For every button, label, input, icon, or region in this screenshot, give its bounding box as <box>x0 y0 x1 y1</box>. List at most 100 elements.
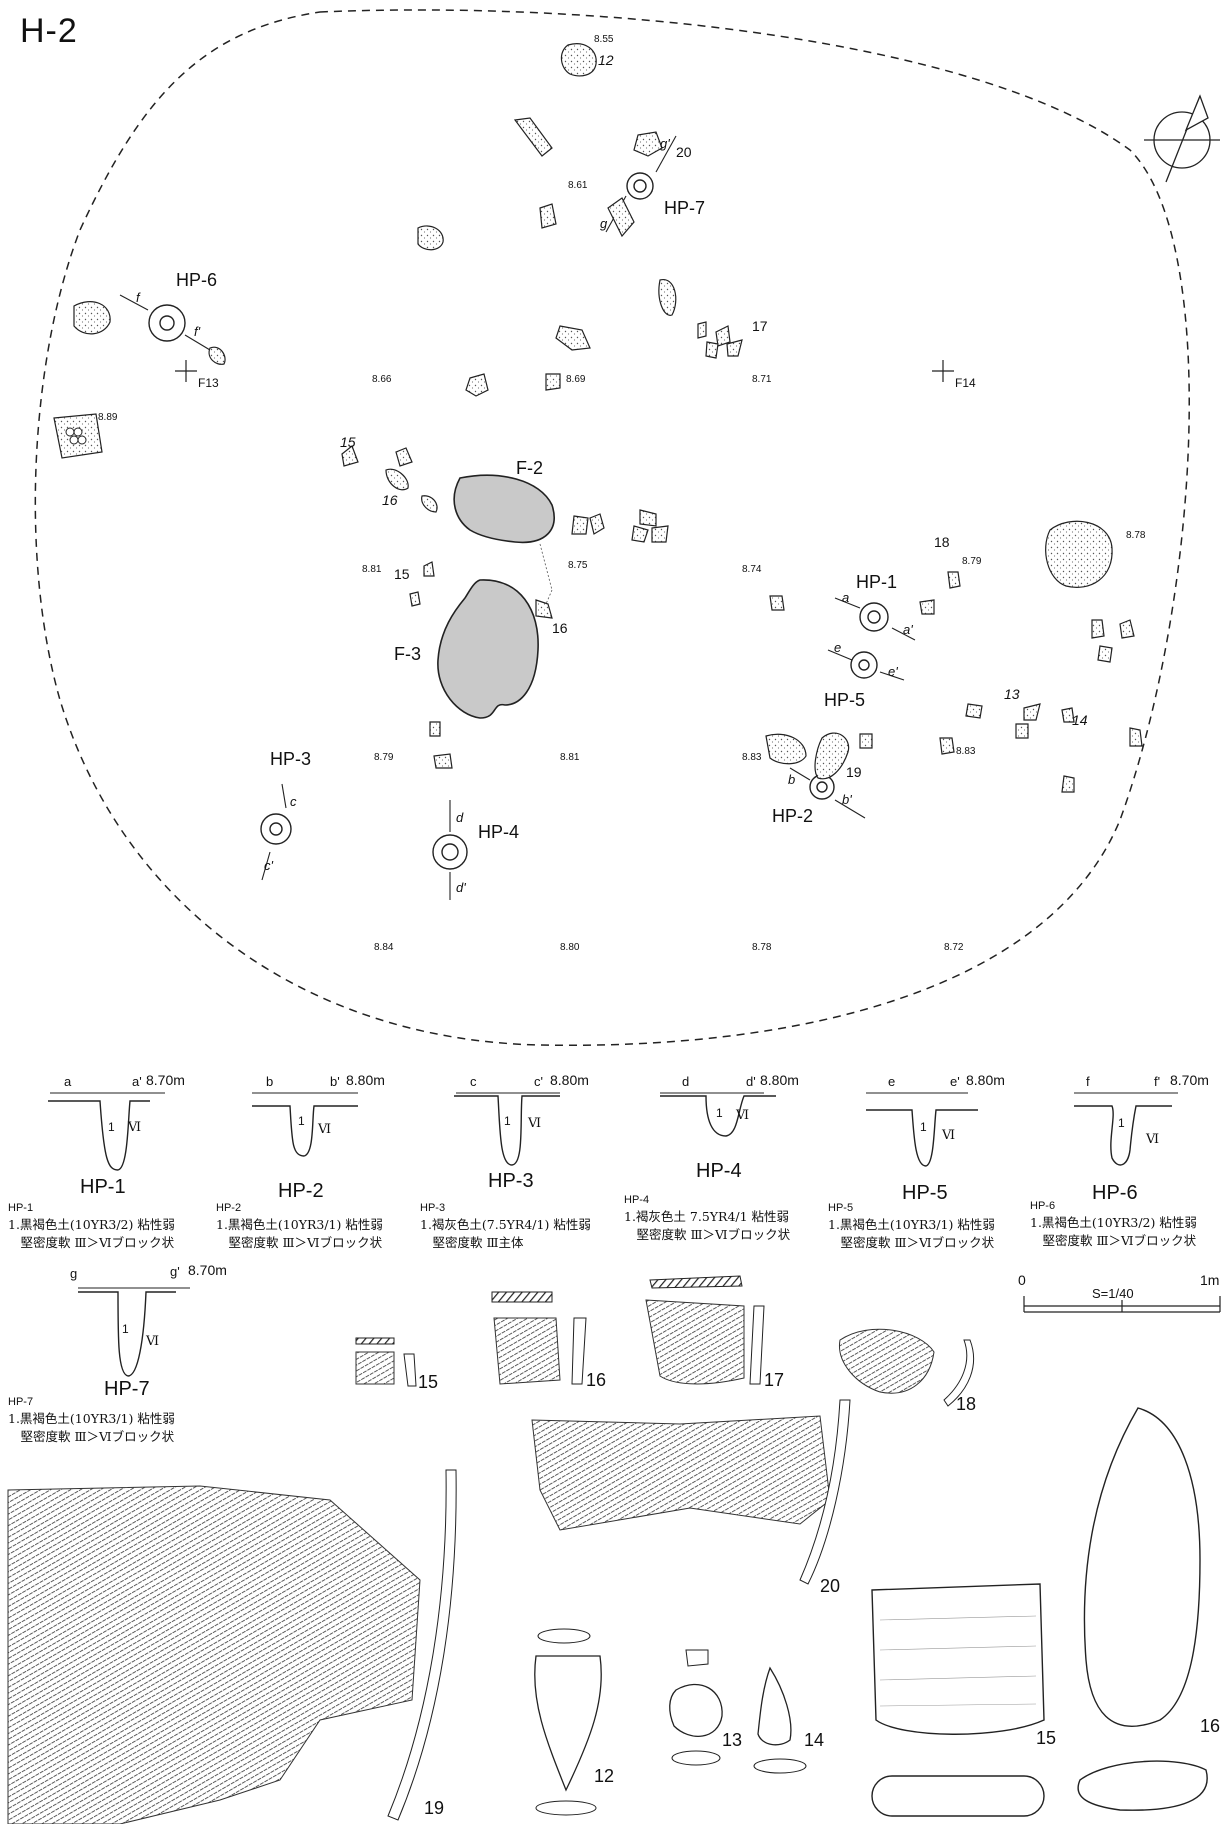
section-hp3-title: HP-3 <box>488 1170 534 1192</box>
hearth-f2-label: F-2 <box>516 458 543 478</box>
section-hp4-title: HP-4 <box>696 1160 742 1182</box>
section-hp4-left: d <box>682 1074 690 1089</box>
section-hp3-fill: 1 <box>504 1114 511 1128</box>
elevation-label: 8.83 <box>742 752 762 763</box>
section-hp2-elev: 8.80m <box>346 1072 385 1088</box>
scale-ratio: S=1/40 <box>1092 1286 1134 1301</box>
section-hp1-note-1: 1.黒褐色土(10YR3/2) 粘性弱 <box>8 1217 175 1232</box>
section-hp1-left: a <box>64 1074 72 1089</box>
elevation-label: 8.81 <box>362 564 382 575</box>
pit-label-hp3: HP-3 <box>270 749 312 769</box>
artifact-number: 16 <box>382 492 398 508</box>
section-hp5-fill: 1 <box>920 1120 927 1134</box>
elevation-label: 8.89 <box>98 412 118 423</box>
grid-label-f13: F13 <box>198 376 219 390</box>
scale-one-meter: 1m <box>1200 1272 1220 1288</box>
section-hp5-elev: 8.80m <box>966 1072 1005 1088</box>
plan-mark-a: a <box>842 590 850 605</box>
elevation-label: 8.71 <box>752 374 772 385</box>
section-hp6-right: f' <box>1154 1074 1161 1089</box>
find-number-12: 12 <box>594 1766 615 1786</box>
section-hp6-elev: 8.70m <box>1170 1072 1209 1088</box>
section-profiles <box>48 1095 1172 1377</box>
elevation-label: 8.74 <box>742 564 762 575</box>
section-hp6-note-2: 堅密度軟 Ⅲ＞Ⅵブロック状 <box>1030 1233 1197 1248</box>
section-hp1-elev: 8.70m <box>146 1072 185 1088</box>
plan-mark-d2: d' <box>456 880 466 895</box>
section-hp5-title: HP-5 <box>902 1182 948 1204</box>
section-hp2-layer: Ⅵ <box>318 1122 332 1137</box>
section-hp7-note-2: 堅密度軟 Ⅲ＞Ⅵブロック状 <box>8 1429 175 1444</box>
section-hp3-layer: Ⅵ <box>528 1116 542 1131</box>
section-hp1-right: a' <box>132 1074 142 1089</box>
plan-mark-e2: e' <box>888 664 898 679</box>
scale-zero: 0 <box>1018 1272 1026 1288</box>
pit-hp6 <box>148 304 186 342</box>
section-hp4-elev: 8.80m <box>760 1072 799 1088</box>
artifact-number: 16 <box>552 620 568 636</box>
section-hp2-title: HP-2 <box>278 1180 324 1202</box>
section-hp2-note-head: HP-2 <box>216 1202 242 1214</box>
grid-marker-f14 <box>932 360 954 382</box>
plan-mark-f2: f' <box>194 324 201 339</box>
section-hp6-fill: 1 <box>1118 1116 1125 1130</box>
plan-mark-g: g <box>600 216 608 231</box>
find-number-16b: 16 <box>1200 1716 1221 1736</box>
artifact-number: 12 <box>598 52 614 68</box>
elevation-label: 8.55 <box>594 34 614 45</box>
plan-mark-a2: a' <box>903 622 913 637</box>
section-hp3-left: c <box>470 1074 477 1089</box>
pit-hp5 <box>850 651 878 679</box>
section-hp7-fill: 1 <box>122 1322 129 1336</box>
stones <box>53 43 1143 793</box>
pit-hp4 <box>432 834 468 870</box>
section-hp5-note-1: 1.黒褐色土(10YR3/1) 粘性弱 <box>828 1217 995 1232</box>
artifact-number: 13 <box>1004 686 1020 702</box>
plan-mark-f: f <box>136 290 140 305</box>
plan-mark-b: b <box>788 772 796 787</box>
plan-mark-e: e <box>834 640 842 655</box>
section-hp6-layer: Ⅵ <box>1146 1132 1160 1147</box>
section-hp7-note-1: 1.黒褐色土(10YR3/1) 粘性弱 <box>8 1411 175 1426</box>
elevation-label: 8.80 <box>560 942 580 953</box>
section-hp2-note-1: 1.黒褐色土(10YR3/1) 粘性弱 <box>216 1217 383 1232</box>
section-hp3-note-1: 1.褐灰色土(7.5YR4/1) 粘性弱 <box>420 1217 591 1232</box>
find-number-17: 17 <box>764 1370 785 1390</box>
page-title: H-2 <box>20 12 78 50</box>
elevation-label: 8.69 <box>566 374 586 385</box>
dwelling-outline <box>34 9 1190 1047</box>
hearth-f3 <box>437 579 539 719</box>
section-hp1-layer: Ⅵ <box>128 1120 142 1135</box>
artifact-number: 15 <box>340 434 356 450</box>
section-hp4-layer: Ⅵ <box>736 1108 750 1123</box>
section-hp6-note-head: HP-6 <box>1030 1200 1056 1212</box>
grid-label-f14: F14 <box>955 376 976 390</box>
section-hp1-note-head: HP-1 <box>8 1202 34 1214</box>
hearth-f3-label: F-3 <box>394 644 421 664</box>
elevation-label: 8.79 <box>962 556 982 567</box>
section-hp3-note-head: HP-3 <box>420 1202 446 1214</box>
section-hp7-right: g' <box>170 1264 180 1279</box>
elevation-label: 8.79 <box>374 752 394 763</box>
elevation-label: 8.78 <box>752 942 772 953</box>
north-arrow-icon <box>1144 94 1220 183</box>
section-hp3-right: c' <box>534 1074 543 1089</box>
section-hp2-fill: 1 <box>298 1114 305 1128</box>
section-hp3-elev: 8.80m <box>550 1072 589 1088</box>
pit-label-hp7: HP-7 <box>664 198 706 218</box>
section-hp5-note-head: HP-5 <box>828 1202 854 1214</box>
elevation-label: 8.81 <box>560 752 580 763</box>
section-hp2-right: b' <box>330 1074 340 1089</box>
elevation-label: 8.84 <box>374 942 394 953</box>
section-hp4-right: d' <box>746 1074 756 1089</box>
section-hp7-left: g <box>70 1266 78 1281</box>
section-hp4-fill: 1 <box>716 1106 723 1120</box>
elevation-label: 8.75 <box>568 560 588 571</box>
section-hp2-note-2: 堅密度軟 Ⅲ＞Ⅵブロック状 <box>216 1235 383 1250</box>
artifact-number: 20 <box>676 144 692 160</box>
elevation-label: 8.61 <box>568 180 588 191</box>
section-hp3-note-2: 堅密度軟 Ⅲ主体 <box>420 1235 524 1250</box>
find-number-15b: 15 <box>1036 1728 1057 1748</box>
find-number-15a: 15 <box>418 1372 439 1392</box>
